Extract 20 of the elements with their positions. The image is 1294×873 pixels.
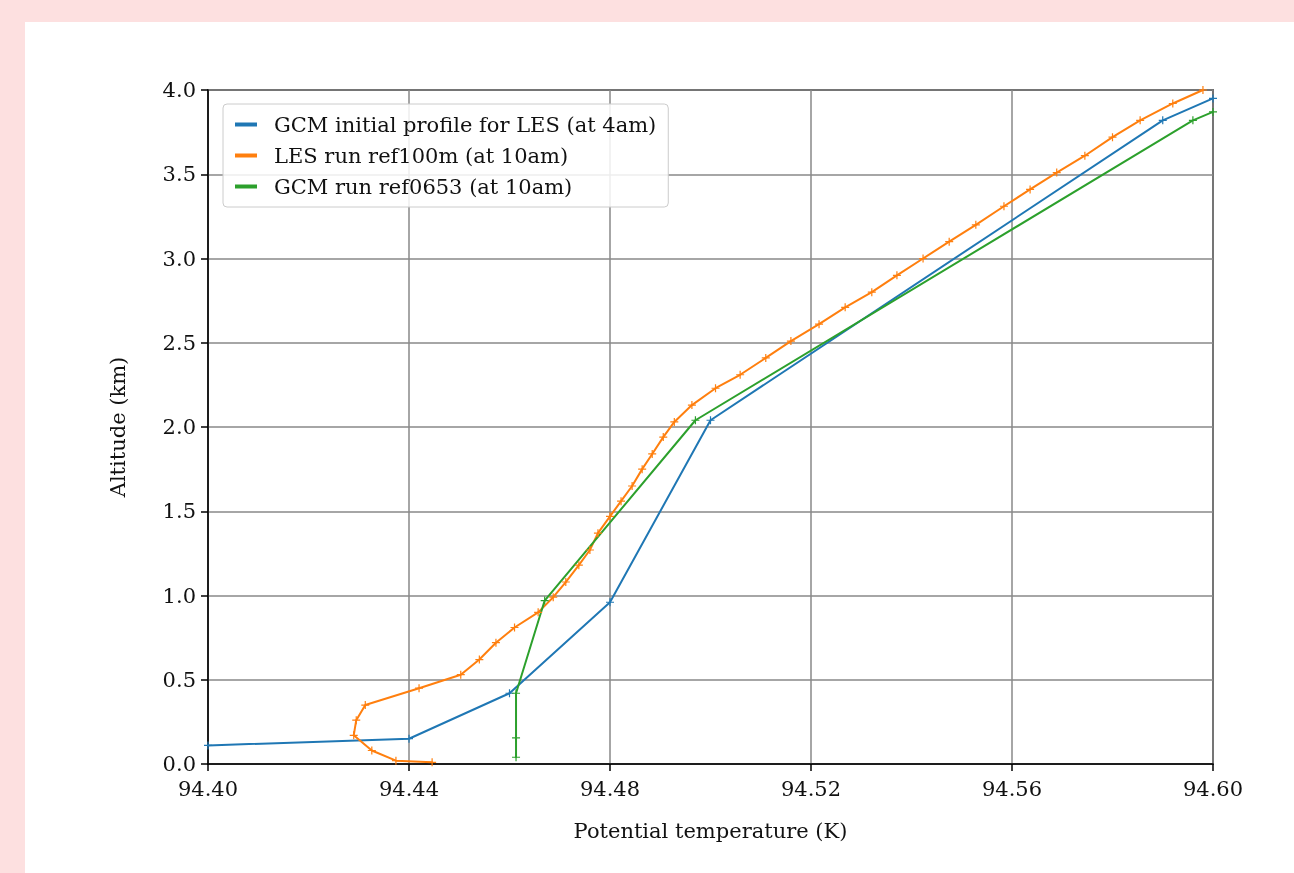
y-tick-label: 1.5: [162, 499, 196, 524]
y-tick-label: 2.0: [162, 415, 196, 439]
legend-label: LES run ref100m (at 10am): [274, 143, 569, 168]
x-tick-label: 94.44: [378, 776, 440, 801]
legend-label: GCM initial profile for LES (at 4am): [274, 112, 657, 137]
x-tick-label: 94.40: [177, 776, 239, 801]
x-tick-label: 94.60: [1182, 776, 1244, 801]
y-tick-label: 1.0: [162, 583, 196, 608]
y-tick-label: 3.5: [162, 162, 196, 187]
y-tick-label: 2.5: [162, 330, 196, 355]
y-tick-label: 3.0: [162, 246, 196, 271]
legend-label: GCM run ref0653 (at 10am): [274, 174, 573, 199]
y-tick-label: 0.5: [162, 667, 196, 692]
x-axis-title: Potential temperature (K): [573, 818, 848, 843]
y-axis-title: Altitude (km): [105, 356, 130, 499]
x-tick-label: 94.52: [780, 776, 842, 801]
y-tick-label: 0.0: [162, 752, 196, 776]
y-tick-label: 4.0: [162, 78, 196, 102]
x-tick-label: 94.56: [981, 776, 1043, 801]
x-tick-label: 94.48: [579, 776, 641, 801]
